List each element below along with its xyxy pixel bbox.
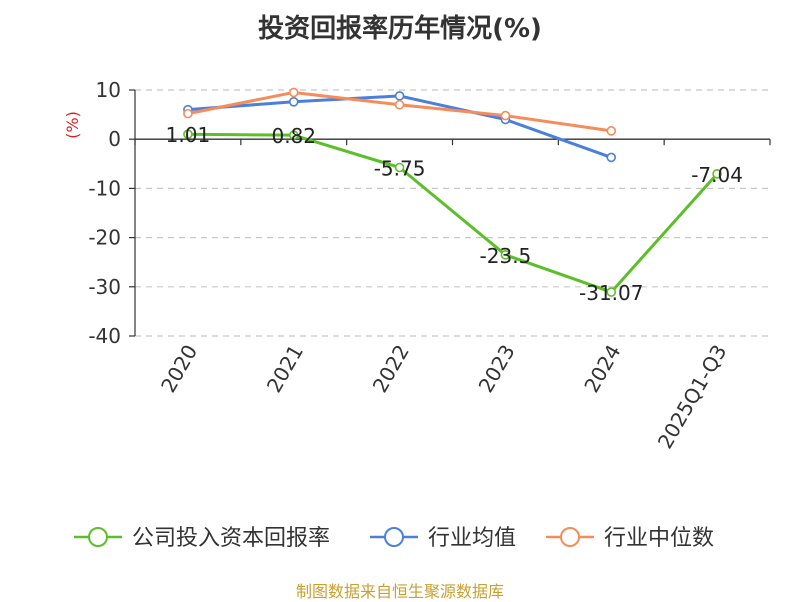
data-point [288, 87, 299, 98]
x-tick-label: 2022 [368, 341, 414, 397]
data-point [288, 97, 299, 107]
data-point [394, 162, 405, 173]
legend-swatch-marker [88, 527, 108, 547]
legend-item[interactable]: 行业中位数 [546, 526, 714, 551]
data-point [183, 108, 193, 119]
data-point [712, 169, 722, 179]
legend-swatch-marker [560, 527, 580, 547]
data-label: -5.75 [374, 156, 426, 180]
data-label: 1.01 [166, 123, 211, 147]
data-point [288, 130, 299, 140]
data-label: -23.5 [480, 244, 532, 268]
x-tick-label: 2020 [156, 341, 202, 397]
data-point [606, 287, 617, 297]
grid-lines [135, 89, 770, 337]
y-tick-label: -30 [88, 275, 121, 299]
chart-title: 投资回报率历年情况(%) [258, 14, 542, 44]
data-point [500, 110, 511, 121]
series-line [187, 132, 719, 294]
data-label: -31.07 [579, 281, 643, 305]
legend-item[interactable]: 公司投入资本回报率 [74, 526, 330, 551]
legend-label: 公司投入资本回报率 [132, 526, 330, 551]
legend[interactable]: 公司投入资本回报率 行业均值 行业中位数 [74, 526, 714, 551]
x-tick-label: 2021 [262, 341, 308, 397]
data-point [394, 99, 405, 110]
y-tick-label: -10 [88, 176, 121, 200]
x-tick-label: 2025Q1-Q3 [653, 341, 732, 453]
y-tick-label: -20 [88, 226, 121, 250]
data-label: 0.82 [271, 124, 316, 148]
data-point [394, 91, 405, 101]
legend-item[interactable]: 行业均值 [370, 526, 516, 551]
data-source-note: 制图数据来自恒生聚源数据库 [295, 582, 504, 601]
data-point [500, 250, 511, 260]
legend-swatch-marker [384, 527, 404, 547]
data-label: -7.04 [691, 163, 743, 187]
legend-label: 行业中位数 [604, 526, 714, 551]
data-point [606, 152, 617, 163]
data-labels: 1.01 0.82 -5.75 -23.5 -31.07 -7.04 [166, 123, 743, 305]
y-tick-label: 10 [96, 78, 121, 102]
y-tick-label: -40 [88, 324, 121, 348]
legend-label: 行业均值 [428, 526, 516, 551]
data-point [183, 129, 193, 140]
y-axis-unit: (%) [63, 111, 82, 139]
x-tick-label: 2023 [474, 341, 520, 397]
x-tick-label: 2024 [579, 341, 625, 397]
data-point [606, 126, 617, 136]
series-lines [183, 87, 722, 297]
y-tick-label: 0 [108, 127, 121, 151]
